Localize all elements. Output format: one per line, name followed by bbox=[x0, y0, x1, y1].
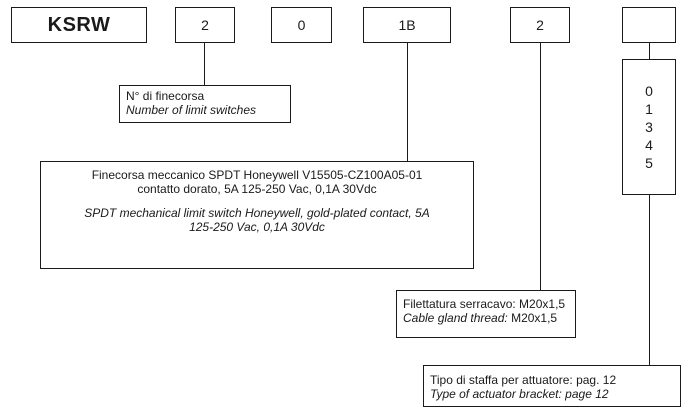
bracket-option: 5 bbox=[645, 155, 653, 171]
code-value-2: 0 bbox=[297, 17, 306, 33]
bracket-box bbox=[622, 7, 676, 43]
model-code: KSRW bbox=[47, 13, 111, 36]
limit-switch-count-box: 2 bbox=[175, 7, 235, 43]
code-box-2: 0 bbox=[271, 7, 332, 43]
connector-cable-gland bbox=[540, 43, 541, 290]
connector-switch-type bbox=[407, 43, 408, 161]
switch-type-code: 1B bbox=[398, 17, 416, 33]
limit-switches-en: Number of limit switches bbox=[126, 103, 257, 117]
cable-gland-note: Filettatura serracavo: M20x1,5 Cable gla… bbox=[396, 290, 576, 338]
switch-desc-it-line1: Finecorsa meccanico SPDT Honeywell V1550… bbox=[91, 168, 423, 182]
cable-gland-it: Filettatura serracavo: M20x1,5 bbox=[403, 297, 566, 311]
bracket-note: Tipo di staffa per attuatore: pag. 12 Ty… bbox=[423, 365, 681, 407]
limit-switch-count-code: 2 bbox=[201, 17, 209, 33]
limit-switches-it: N° di finecorsa bbox=[126, 89, 205, 103]
bracket-en: Type of actuator bracket: page 12 bbox=[430, 387, 609, 401]
bracket-it: Tipo di staffa per attuatore: pag. 12 bbox=[430, 373, 617, 387]
cable-gland-thread-value: M20x1,5 bbox=[511, 311, 558, 325]
connector-limit-switches bbox=[204, 43, 205, 85]
switch-description: Finecorsa meccanico SPDT Honeywell V1550… bbox=[40, 161, 474, 269]
bracket-option: 4 bbox=[645, 137, 653, 153]
cable-gland-box: 2 bbox=[510, 7, 570, 43]
switch-desc-en-line1: SPDT mechanical limit switch Honeywell, … bbox=[84, 206, 430, 220]
model-code-box: KSRW bbox=[11, 7, 147, 43]
bracket-options-list: 0 1 3 4 5 bbox=[622, 59, 676, 195]
switch-type-box: 1B bbox=[363, 7, 451, 43]
connector-bracket-top bbox=[649, 43, 650, 59]
cable-gland-en: Cable gland thread: bbox=[403, 311, 512, 325]
switch-desc-en-line2: 125-250 Vac, 0,1A 30Vdc bbox=[189, 220, 325, 234]
cable-gland-code: 2 bbox=[536, 17, 544, 33]
connector-bracket-bottom bbox=[649, 195, 650, 365]
bracket-option: 3 bbox=[645, 119, 653, 135]
limit-switches-note: N° di finecorsa Number of limit switches bbox=[119, 85, 291, 123]
bracket-option: 1 bbox=[645, 101, 653, 117]
switch-desc-it-line2: contatto dorato, 5A 125-250 Vac, 0,1A 30… bbox=[137, 182, 377, 196]
bracket-option: 0 bbox=[645, 83, 653, 99]
